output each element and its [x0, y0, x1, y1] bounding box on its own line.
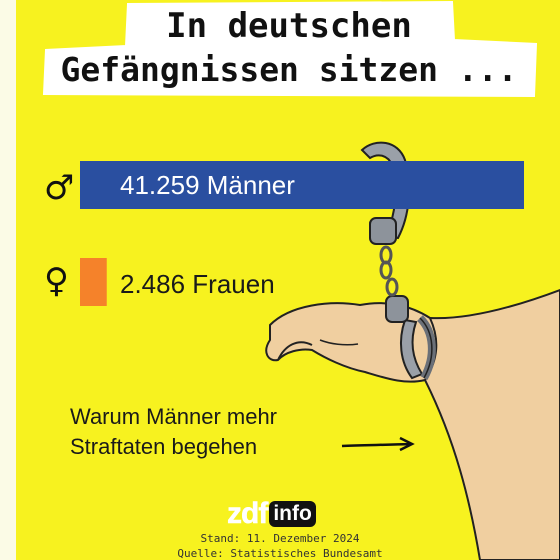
- arrow-right-icon: [341, 442, 411, 448]
- cuff-chain: [379, 245, 399, 297]
- logo-zdf-text: zdf: [227, 497, 269, 530]
- footer-date: Stand: 11. Dezember 2024: [200, 532, 360, 545]
- lower-cuff: [385, 295, 436, 380]
- left-edge-stripe: [0, 0, 16, 560]
- teaser-link[interactable]: Warum Männer mehr Straftaten begehen: [70, 402, 277, 462]
- title-line-1: In deutschen: [166, 6, 412, 46]
- logo-info-badge: info: [269, 501, 316, 527]
- bar-frauen: [80, 258, 107, 306]
- title-line-2: Gefängnissen sitzen ...: [60, 50, 518, 89]
- bar-label-women: 2.486 Frauen: [120, 269, 275, 299]
- zdfinfo-logo: zdf info: [227, 498, 316, 530]
- title-banner-shape: [42, 0, 538, 98]
- female-symbol-icon: ♀: [44, 261, 69, 301]
- bar-mnner: [80, 161, 524, 209]
- bar-label-men: 41.259 Männer: [120, 170, 295, 200]
- male-symbol-icon: ♂: [44, 168, 75, 208]
- footer-source: Quelle: Statistisches Bundesamt: [177, 547, 383, 560]
- teaser-line-2: Straftaten begehen: [70, 434, 258, 459]
- teaser-line-1: Warum Männer mehr: [70, 404, 278, 429]
- title-banner: In deutschen Gefängnissen sitzen ...: [40, 0, 538, 98]
- arrow-right-icon-head: [399, 436, 415, 452]
